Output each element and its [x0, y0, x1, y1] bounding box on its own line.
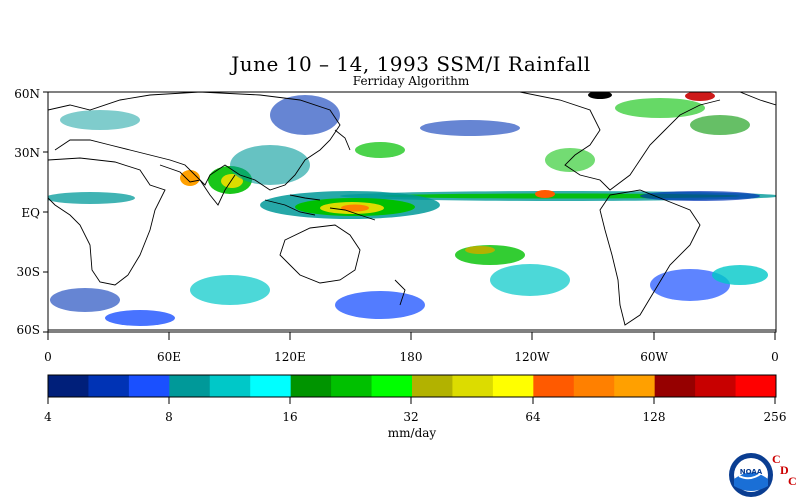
lon-ticks — [47, 332, 776, 340]
colorbar-swatch — [48, 375, 89, 397]
cdc-letter-c1: C — [772, 452, 781, 466]
lat-label-60n: 60N — [14, 87, 40, 101]
colorbar-swatch — [573, 375, 615, 397]
colorbar-swatch — [533, 375, 575, 397]
cdc-letter-d: D — [780, 463, 789, 477]
lat-label-30n: 30N — [14, 146, 40, 160]
colorbar-swatch — [128, 375, 170, 397]
colorbar-swatch — [492, 375, 534, 397]
lon-label-0-end: 0 — [771, 350, 779, 364]
noaa-logo-text: NOAA — [740, 468, 763, 476]
colorbar-units: mm/day — [387, 426, 437, 440]
colorbar-swatch — [614, 375, 656, 397]
colorbar-swatch — [452, 375, 494, 397]
colorbar-ticks — [47, 397, 776, 404]
colorbar-swatch — [250, 375, 292, 397]
cdc-letter-c2: C — [788, 474, 797, 488]
lat-ticks — [43, 91, 48, 333]
colorbar-frame — [47, 374, 777, 398]
colorbar-swatch — [371, 375, 413, 397]
colorbar-swatch — [695, 375, 737, 397]
colorbar-label-16: 16 — [282, 410, 298, 424]
lon-label-120w: 120W — [514, 350, 550, 364]
colorbar-swatch — [169, 375, 211, 397]
map-subtitle: Ferriday Algorithm — [352, 74, 470, 88]
colorbar-label-8: 8 — [165, 410, 173, 424]
cdc-logo: C D C — [772, 452, 797, 488]
noaa-logo: NOAA — [729, 453, 773, 497]
lat-label-60s: 60S — [16, 323, 41, 337]
lon-label-60w: 60W — [640, 350, 668, 364]
colorbar-swatch — [654, 375, 696, 397]
lat-label-eq: EQ — [21, 206, 40, 220]
lon-label-0: 0 — [44, 350, 52, 364]
lon-label-120e: 120E — [274, 350, 306, 364]
colorbar-label-256: 256 — [763, 410, 787, 424]
lon-label-60e: 60E — [156, 350, 182, 364]
map-panel — [48, 92, 776, 332]
colorbar-label-4: 4 — [44, 410, 52, 424]
colorbar-swatch — [412, 375, 453, 397]
colorbar-swatch — [209, 375, 251, 397]
lon-label-180: 180 — [399, 350, 423, 364]
colorbar-label-128: 128 — [642, 410, 666, 424]
colorbar-swatch — [290, 375, 332, 397]
lat-label-30s: 30S — [16, 265, 41, 279]
colorbar-swatch — [88, 375, 130, 397]
colorbar — [48, 375, 777, 397]
map-title: June 10 – 14, 1993 SSM/I Rainfall — [231, 52, 591, 76]
colorbar-swatch — [331, 375, 373, 397]
colorbar-swatch — [735, 375, 777, 397]
colorbar-label-32: 32 — [403, 410, 419, 424]
colorbar-label-64: 64 — [525, 410, 541, 424]
